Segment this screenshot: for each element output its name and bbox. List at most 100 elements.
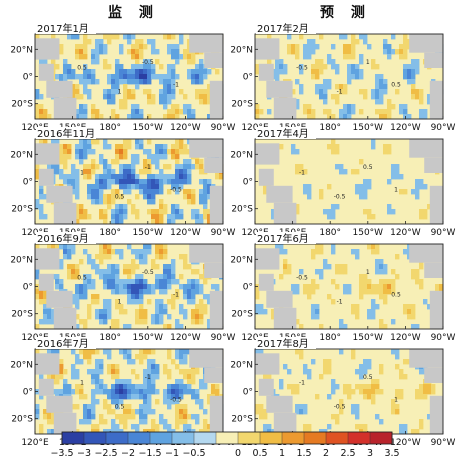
heat-cell: [87, 139, 92, 145]
heat-cell: [35, 269, 40, 275]
heat-cell: [371, 389, 376, 395]
heat-cell: [175, 404, 180, 410]
heat-cell: [83, 49, 88, 55]
heat-cell: [111, 74, 116, 80]
heat-cell: [331, 144, 336, 150]
heat-cell: [407, 114, 412, 120]
heat-cell: [195, 269, 200, 275]
xtick-label: 120°E: [241, 123, 269, 133]
heat-cell: [175, 164, 180, 170]
heat-cell: [123, 324, 128, 330]
land-mask: [209, 395, 223, 435]
heat-cell: [215, 284, 220, 290]
heat-cell: [187, 174, 192, 180]
heat-cell: [151, 219, 156, 225]
colorbar-swatch: [215, 431, 239, 445]
heat-cell: [131, 269, 136, 275]
heat-cell: [355, 169, 360, 175]
heat-cell: [63, 164, 68, 170]
heat-cell: [127, 294, 132, 300]
heat-cell: [371, 394, 376, 400]
heat-cell: [99, 379, 104, 385]
heat-cell: [351, 309, 356, 315]
heat-cell: [183, 414, 188, 420]
land-mask: [46, 290, 73, 308]
heat-cell: [151, 174, 156, 180]
contour-label: -1: [145, 374, 151, 381]
heat-cell: [167, 114, 172, 120]
heat-cell: [103, 89, 108, 95]
heat-cell: [287, 264, 292, 270]
heat-cell: [127, 359, 132, 365]
heat-cell: [171, 279, 176, 285]
heat-cell: [371, 399, 376, 405]
heat-cell: [383, 264, 388, 270]
heat-cell: [123, 169, 128, 175]
heat-cell: [59, 259, 64, 265]
heat-cell: [355, 369, 360, 375]
ytick-label: 20°S: [231, 310, 253, 320]
heat-cell: [375, 264, 380, 270]
heat-cell: [395, 349, 400, 355]
heat-cell: [111, 249, 116, 255]
heat-cell: [375, 99, 380, 105]
heat-cell: [119, 389, 124, 395]
heat-cell: [91, 299, 96, 305]
heat-cell: [191, 279, 196, 285]
heat-cell: [139, 74, 144, 80]
heat-cell: [419, 209, 424, 215]
heat-cell: [263, 374, 268, 380]
heat-cell: [147, 284, 152, 290]
heat-cell: [167, 34, 172, 40]
heat-cell: [295, 104, 300, 110]
heat-cell: [431, 389, 436, 395]
ytick-label: 20°N: [230, 150, 253, 160]
heat-cell: [71, 244, 76, 250]
heat-cell: [63, 389, 68, 395]
contour-label: -0.5: [142, 59, 154, 66]
heat-cell: [315, 269, 320, 275]
heat-cell: [107, 89, 112, 95]
heat-cell: [371, 139, 376, 145]
heat-cell: [183, 409, 188, 415]
heat-cell: [99, 214, 104, 220]
heat-cell: [359, 289, 364, 295]
contour-label: 1: [80, 170, 84, 177]
heat-cell: [327, 84, 332, 90]
heat-cell: [75, 169, 80, 175]
heat-cell: [279, 384, 284, 390]
ytick-label: 20°S: [11, 415, 33, 425]
heat-cell: [135, 424, 140, 430]
heat-cell: [175, 409, 180, 415]
heat-cell: [35, 274, 40, 280]
ytick-label: 20°N: [10, 255, 33, 265]
heat-cell: [295, 289, 300, 295]
heat-cell: [131, 74, 136, 80]
heat-cell: [387, 209, 392, 215]
heat-cell: [39, 214, 44, 220]
heat-cell: [123, 289, 128, 295]
heat-cell: [399, 174, 404, 180]
heat-cell: [127, 189, 132, 195]
heat-cell: [343, 109, 348, 115]
land-mask: [53, 97, 77, 120]
colorbar-tick-label: −2: [121, 448, 135, 459]
xtick-label: 150°W: [133, 228, 164, 238]
heat-cell: [183, 104, 188, 110]
heat-cell: [151, 349, 156, 355]
heat-cell: [87, 279, 92, 285]
heat-cell: [399, 104, 404, 110]
heat-cell: [179, 419, 184, 425]
heat-cell: [111, 209, 116, 215]
heat-cell: [123, 79, 128, 85]
heat-cell: [163, 254, 168, 260]
heat-cell: [295, 204, 300, 210]
heat-cell: [339, 264, 344, 270]
heat-cell: [191, 194, 196, 200]
heat-cell: [75, 389, 80, 395]
heat-cell: [51, 139, 56, 145]
heat-cell: [347, 114, 352, 120]
heat-cell: [351, 54, 356, 60]
heat-cell: [51, 34, 56, 40]
land-mask: [189, 139, 223, 158]
